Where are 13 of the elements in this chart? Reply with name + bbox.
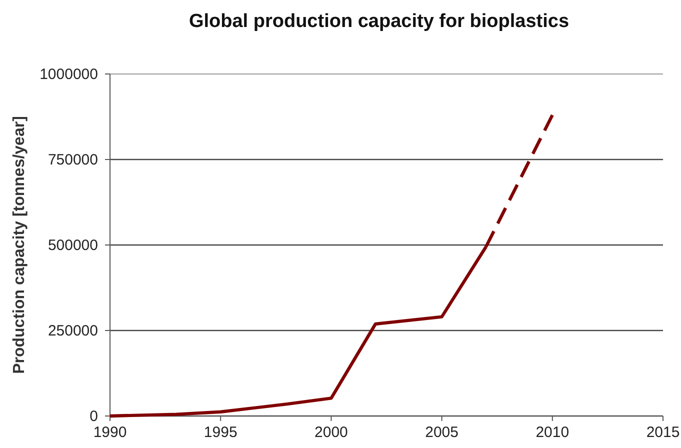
chart-title: Global production capacity for bioplastics xyxy=(188,11,570,32)
x-tick-label: 1990 xyxy=(93,424,127,441)
x-tick-label: 2010 xyxy=(536,424,570,441)
x-tick-label: 2005 xyxy=(425,424,458,441)
y-tick-label: 250000 xyxy=(48,322,98,340)
x-tick-label: 2015 xyxy=(646,424,680,441)
x-tick-label: 2000 xyxy=(314,424,348,441)
y-tick-label: 1000000 xyxy=(40,66,98,83)
y-tick-label: 750000 xyxy=(48,151,98,168)
y-tick-label: 500000 xyxy=(48,236,98,254)
y-axis-title: Production capacity [tonnes/year] xyxy=(11,116,28,374)
x-tick-label: 1995 xyxy=(204,424,238,441)
y-tick-label: 0 xyxy=(90,408,98,425)
